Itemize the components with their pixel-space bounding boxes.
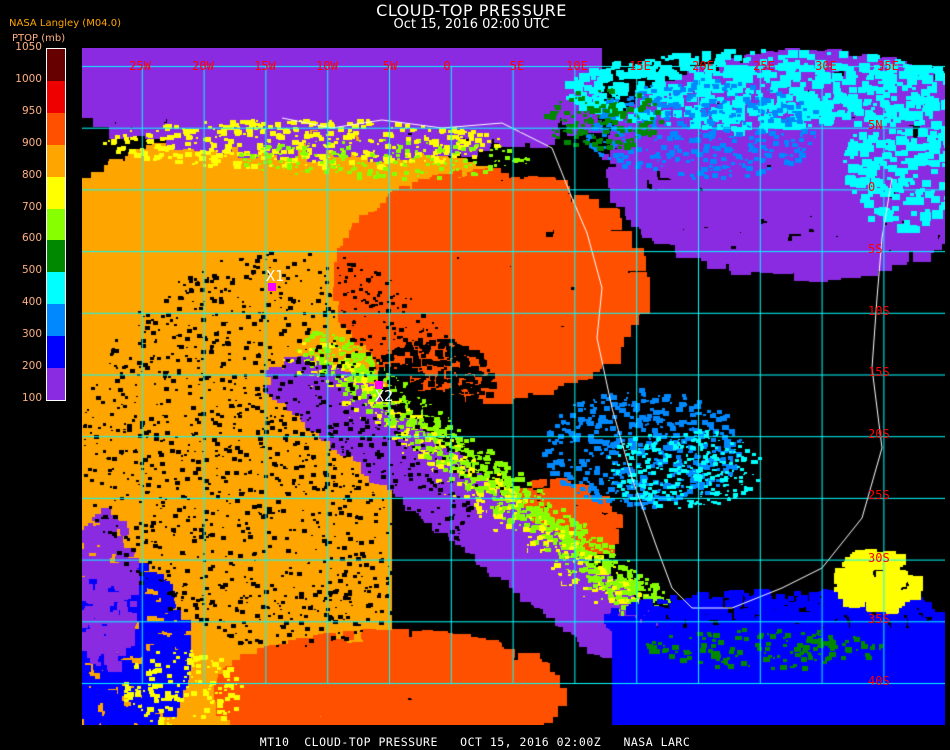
- legend-title: PTOP (mb): [12, 33, 66, 44]
- source-label: NASA Langley (M04.0): [9, 18, 121, 29]
- longitude-label: 35E: [877, 59, 899, 73]
- latitude-label: 5N: [868, 118, 883, 132]
- longitude-label: 15W: [254, 59, 276, 73]
- latitude-label: 10S: [868, 304, 890, 318]
- longitude-label: 25W: [129, 59, 151, 73]
- legend-tick-label: 900: [21, 136, 42, 149]
- latitude-label: 40S: [868, 674, 890, 688]
- latitude-label: 0: [868, 180, 876, 194]
- marker-x2-label: X2: [375, 387, 394, 405]
- legend-swatch: [47, 240, 65, 273]
- chart-title: CLOUD-TOP PRESSURE: [376, 1, 567, 20]
- legend-tick-label: 500: [21, 264, 42, 277]
- legend-tick-label: 700: [21, 200, 42, 213]
- legend-tick-label: 1000: [15, 72, 42, 85]
- cloud-top-pressure-map: [82, 48, 945, 725]
- legend-tick-label: 400: [21, 296, 42, 309]
- latitude-label: 15S: [868, 365, 890, 379]
- chart-subtitle: Oct 15, 2016 02:00 UTC: [393, 17, 550, 32]
- footer-caption: MT10 CLOUD-TOP PRESSURE OCT 15, 2016 02:…: [259, 735, 691, 749]
- legend-swatch: [47, 272, 65, 305]
- longitude-label: 30E: [815, 59, 837, 73]
- legend-swatch: [47, 176, 65, 209]
- latitude-label: 20S: [868, 427, 890, 441]
- legend-swatch: [47, 144, 65, 177]
- marker-x1-label: X1: [266, 267, 285, 285]
- longitude-label: 5E: [509, 59, 525, 73]
- longitude-label: 15E: [629, 59, 651, 73]
- legend-swatch: [47, 336, 65, 369]
- latitude-label: 35S: [868, 612, 890, 626]
- legend-tick-label: 800: [21, 168, 42, 181]
- legend-swatch: [47, 112, 65, 145]
- legend-swatch: [47, 208, 65, 241]
- marker-x2-dot: [375, 381, 383, 389]
- legend-swatch: [47, 49, 65, 81]
- legend-swatch: [47, 304, 65, 337]
- latitude-label: 5S: [868, 242, 883, 256]
- legend-tick-label: 1050: [15, 41, 42, 53]
- longitude-label: 5W: [382, 59, 398, 73]
- longitude-label: 0: [443, 59, 451, 73]
- longitude-label: 10E: [566, 59, 588, 73]
- longitude-label: 20E: [692, 59, 714, 73]
- legend-tick-label: 100: [21, 391, 42, 404]
- legend-tick-label: 950: [21, 104, 42, 117]
- latitude-label: 30S: [868, 551, 890, 565]
- latitude-label: 25S: [868, 488, 890, 502]
- legend-swatch: [47, 80, 65, 113]
- longitude-label: 20W: [192, 59, 214, 73]
- legend-swatch: [47, 368, 65, 400]
- legend-tick-label: 600: [21, 232, 42, 245]
- legend-tick-label: 200: [21, 360, 42, 372]
- marker-x1-dot: [268, 283, 276, 291]
- longitude-label: 10W: [316, 59, 338, 73]
- color-legend-bar: [46, 48, 66, 401]
- legend-tick-label: 300: [21, 328, 42, 341]
- longitude-label: 25E: [753, 59, 775, 73]
